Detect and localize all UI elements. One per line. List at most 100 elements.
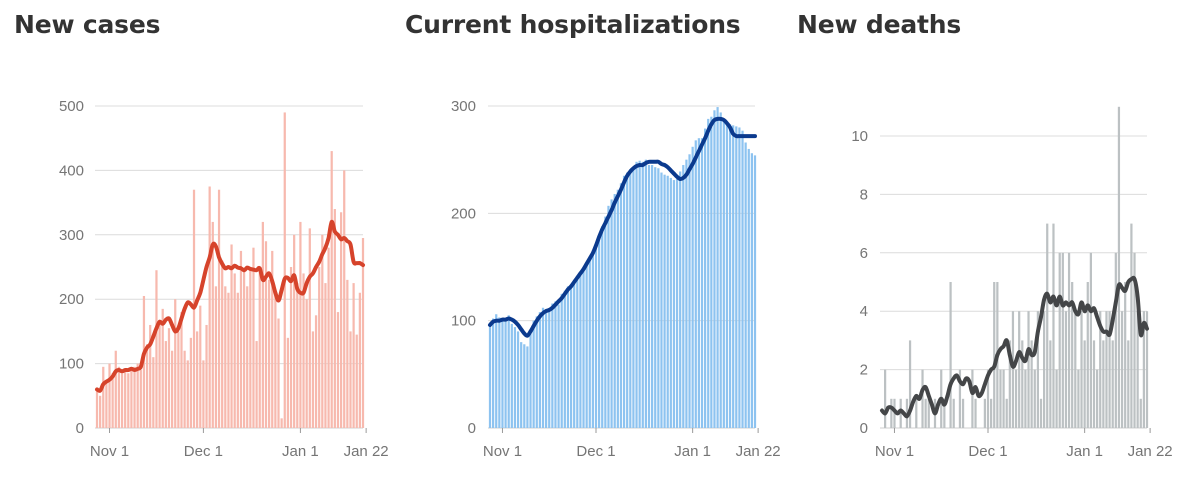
cases-bar [208, 186, 211, 428]
hosp-bar [651, 165, 654, 429]
deaths-bar [899, 398, 902, 428]
deaths-bar [1008, 340, 1011, 428]
deaths-bar [1105, 311, 1108, 428]
hosp-bar [722, 121, 725, 428]
cases-bar [202, 360, 205, 428]
hosp-bar [632, 168, 635, 428]
hosp-bar [520, 342, 523, 428]
hosp-bar [675, 178, 679, 428]
deaths-bar [921, 369, 924, 428]
cases-x-tick-label: Dec 1 [184, 443, 223, 460]
hosp-bar [635, 161, 638, 428]
deaths-bar [1030, 340, 1033, 428]
deaths-bar [1092, 340, 1096, 428]
deaths-bar [1083, 340, 1086, 428]
cases-bar [127, 373, 130, 428]
cases-bar [277, 318, 280, 428]
hosp-bar [735, 126, 738, 428]
hosp-bar [526, 346, 529, 428]
cases-bar [120, 373, 124, 428]
cases-bar [324, 283, 327, 428]
deaths-bar [1133, 252, 1136, 428]
hosp-bar [541, 307, 545, 428]
deaths-x-tick-label: Jan 1 [1066, 443, 1103, 460]
deaths-bar [1027, 311, 1030, 428]
deaths-bar [1145, 311, 1149, 428]
deaths-bar [915, 398, 918, 428]
hosp-bar [501, 318, 504, 428]
cases-bar [149, 324, 152, 428]
deaths-y-tick-label: 4 [860, 303, 868, 320]
deaths-bar [1130, 223, 1133, 428]
hosp-bar [569, 287, 573, 428]
cases-bar [361, 238, 365, 428]
hosp-bar [610, 199, 613, 428]
deaths-bar [1086, 282, 1089, 428]
new-deaths-chart: 0 2 4 6 8 10 Nov 1 Dec 1 Jan 1 Jan 22 [851, 106, 1173, 460]
cases-bar [333, 209, 336, 428]
cases-x-tick-label: Nov 1 [90, 443, 129, 460]
cases-bar [239, 250, 243, 428]
cases-bar [130, 370, 133, 428]
cases-x-tick-label: Jan 22 [344, 443, 389, 460]
cases-bar [286, 337, 290, 428]
deaths-y-tick-label: 8 [860, 186, 868, 203]
deaths-bar [1058, 252, 1061, 428]
cases-bar [174, 299, 177, 428]
deaths-average-line [880, 275, 1149, 419]
deaths-x-tick-label: Nov 1 [875, 443, 914, 460]
cases-bar [214, 286, 218, 428]
deaths-x-tick-label: Jan 22 [1128, 443, 1173, 460]
hosp-bar [682, 165, 685, 429]
hosp-bar [529, 333, 532, 428]
hosp-bar [507, 315, 510, 428]
cases-bar [339, 212, 343, 428]
cases-bar [242, 270, 246, 428]
deaths-bar [993, 282, 996, 428]
cases-bar [352, 283, 355, 428]
cases-bar [221, 260, 224, 428]
deaths-bar [1043, 311, 1046, 428]
hosp-y-tick-label: 200 [451, 205, 476, 222]
hosp-bar [607, 205, 610, 428]
hosp-average-line [488, 116, 757, 338]
hosp-bar [622, 175, 626, 428]
new-cases-title: New cases [14, 10, 161, 39]
hosp-bar [563, 290, 566, 428]
cases-bar [152, 357, 155, 428]
cases-bar [349, 331, 352, 428]
deaths-bar [1002, 369, 1005, 428]
cases-bar [296, 283, 299, 428]
deaths-bar [958, 369, 962, 428]
cases-bar [108, 363, 111, 428]
deaths-y-tick-label: 2 [860, 362, 868, 379]
deaths-bar [983, 398, 986, 428]
hosp-bar [510, 323, 513, 428]
cases-bar [227, 292, 230, 428]
hosp-bar [554, 301, 557, 428]
hosp-bar [613, 194, 616, 428]
hosp-bar [647, 165, 651, 429]
deaths-bar [1055, 369, 1058, 428]
cases-bar [355, 334, 358, 428]
hosp-bar [495, 314, 498, 428]
hosp-bar [747, 148, 750, 428]
deaths-bar [1052, 223, 1055, 428]
hosp-bar [579, 272, 582, 428]
deaths-bar [1099, 311, 1102, 428]
deaths-bar [1067, 252, 1071, 428]
cases-bar [205, 324, 208, 428]
deaths-y-tick-label: 10 [851, 128, 868, 145]
cases-y-tick-label: 0 [76, 420, 84, 437]
hosp-bar [588, 258, 591, 428]
cases-y-tick-label: 100 [59, 356, 84, 373]
hosp-bar [629, 169, 632, 428]
cases-y-tick-label: 300 [59, 227, 84, 244]
cases-bar [336, 312, 340, 428]
deaths-bar [884, 369, 887, 428]
hosp-bar [732, 125, 735, 428]
cases-bar [139, 370, 142, 428]
deaths-bar [999, 369, 1002, 428]
deaths-bar [1033, 369, 1036, 428]
cases-bar [167, 328, 171, 428]
